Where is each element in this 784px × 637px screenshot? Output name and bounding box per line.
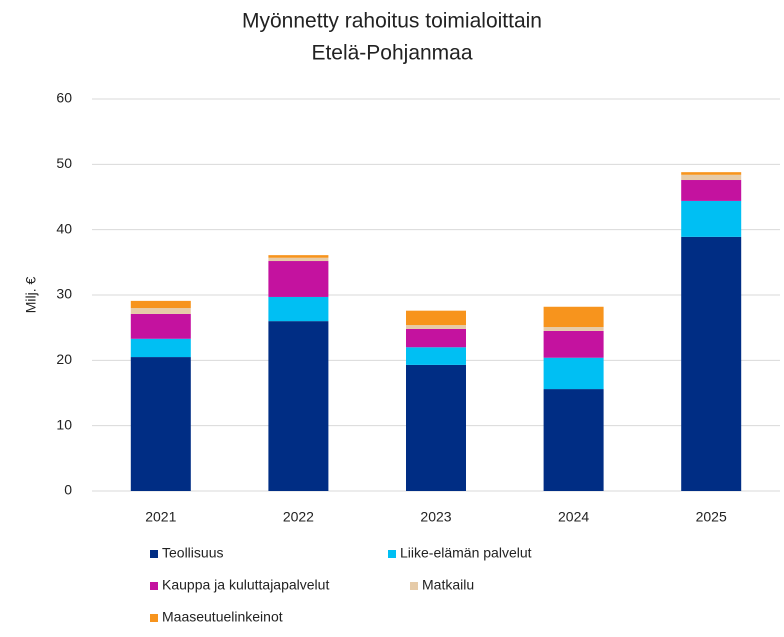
bar-segment <box>681 180 742 201</box>
bar-segment <box>406 328 466 348</box>
bar-segment <box>130 308 191 314</box>
bar-segment <box>543 327 604 331</box>
legend-label: Liike-elämän palvelut <box>400 545 532 561</box>
bar-segment <box>130 357 191 491</box>
y-tick-label: 20 <box>56 351 72 367</box>
bar-segment <box>681 172 742 175</box>
bar-segment <box>268 261 329 297</box>
bar-segment <box>406 364 466 491</box>
bar-segment <box>130 338 191 358</box>
legend-swatch <box>150 550 158 558</box>
legend-label: Teollisuus <box>162 545 223 561</box>
legend-swatch <box>150 614 158 622</box>
y-tick-label: 10 <box>56 416 72 432</box>
bar-segment <box>681 174 742 181</box>
bar-segment <box>681 236 742 491</box>
bar-segment <box>543 330 604 358</box>
legend-label: Kauppa ja kuluttajapalvelut <box>162 577 329 593</box>
legend-label: Matkailu <box>422 577 474 593</box>
x-tick-label: 2025 <box>696 509 727 525</box>
bar-segment <box>130 313 191 339</box>
chart-title: Myönnetty rahoitus toimialoittain <box>242 10 542 33</box>
bar-segment <box>130 300 191 309</box>
legend-swatch <box>410 582 418 590</box>
bar-segment <box>406 347 466 365</box>
y-axis-label: Milj. € <box>23 277 39 314</box>
bar-segment <box>268 321 329 491</box>
bar-segment <box>268 257 329 262</box>
x-tick-label: 2023 <box>420 509 451 525</box>
bar-segment <box>681 200 742 237</box>
bar-segment <box>543 306 604 328</box>
legend-label: Maaseutuelinkeinot <box>162 609 283 625</box>
legend-swatch <box>388 550 396 558</box>
bar-segment <box>268 296 329 322</box>
bar-segment <box>543 389 604 491</box>
bar-segment <box>268 255 329 258</box>
bar-segment <box>406 310 466 326</box>
y-tick-label: 50 <box>56 155 72 171</box>
y-tick-label: 30 <box>56 286 72 302</box>
legend-swatch <box>150 582 158 590</box>
y-tick-label: 60 <box>56 90 72 106</box>
y-tick-label: 0 <box>64 482 72 498</box>
x-tick-label: 2021 <box>145 509 176 525</box>
bar-segment <box>543 357 604 390</box>
x-tick-label: 2022 <box>283 509 314 525</box>
y-tick-label: 40 <box>56 220 72 236</box>
chart-subtitle: Etelä-Pohjanmaa <box>311 42 472 65</box>
x-tick-label: 2024 <box>558 509 589 525</box>
bar-segment <box>406 325 466 329</box>
